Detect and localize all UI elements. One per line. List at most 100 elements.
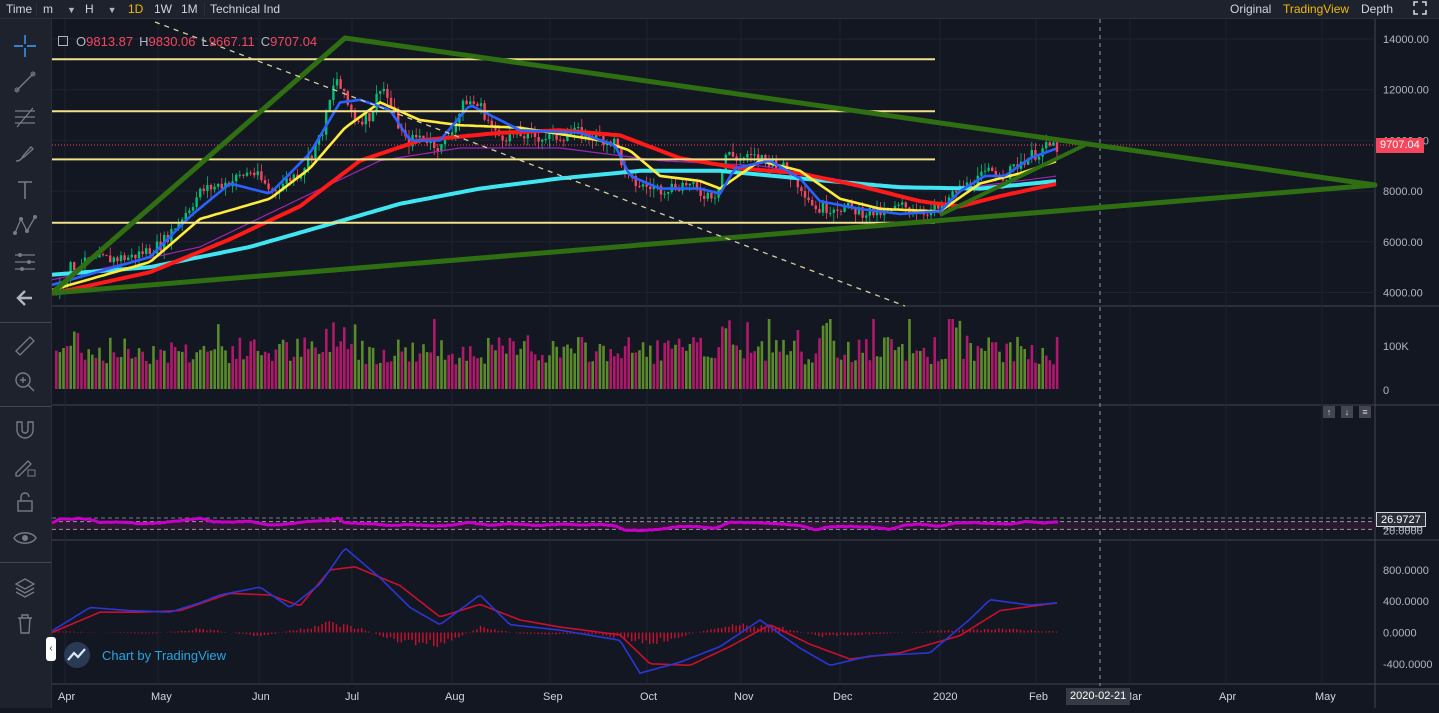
- brush-icon[interactable]: [12, 141, 38, 167]
- candle-body: [113, 257, 115, 262]
- macd-histogram-bar: [480, 626, 481, 633]
- macd-histogram-bar: [422, 633, 423, 643]
- macd-histogram-bar: [192, 630, 193, 632]
- candle-body: [822, 203, 824, 213]
- interval-1d-button[interactable]: 1D: [124, 0, 147, 18]
- lock-drawing-icon[interactable]: [12, 453, 38, 479]
- volume-bar: [573, 353, 576, 389]
- volume-bar: [746, 322, 749, 389]
- tradingview-view-button[interactable]: TradingView: [1279, 0, 1353, 18]
- watermark-text: Chart by TradingView: [102, 648, 226, 663]
- volume-bar: [919, 351, 922, 389]
- volume-bar: [1031, 345, 1034, 389]
- volume-bar: [372, 348, 375, 389]
- pattern-icon[interactable]: [12, 213, 38, 239]
- volume-bar: [973, 361, 976, 389]
- candle-body: [210, 185, 212, 190]
- candle-body: [480, 103, 482, 106]
- macd-histogram-bar: [458, 633, 459, 638]
- price-axis-label: 8000.00: [1383, 186, 1423, 198]
- gann-icon[interactable]: [12, 249, 38, 275]
- fullscreen-icon[interactable]: [1408, 0, 1430, 18]
- macd-histogram-bar: [627, 633, 628, 638]
- macd-histogram-bar: [195, 628, 196, 632]
- crosshair-icon[interactable]: [12, 33, 38, 59]
- volume-bar: [577, 337, 580, 389]
- minute-label: m: [43, 2, 53, 16]
- volume-bar: [595, 351, 598, 389]
- volume-bar: [692, 337, 695, 389]
- candle-body: [213, 187, 215, 190]
- macd-histogram-bar: [879, 633, 880, 634]
- macd-axis-label: 0.0000: [1383, 628, 1417, 640]
- volume-bar: [1009, 342, 1012, 389]
- technical-indicators-button[interactable]: Technical Ind: [206, 0, 284, 18]
- macd-histogram-bar: [249, 633, 250, 635]
- volume-bar: [174, 347, 177, 389]
- volume-bar: [156, 360, 159, 389]
- macd-histogram-bar: [815, 633, 816, 635]
- macd-histogram-bar: [548, 633, 549, 635]
- original-view-button[interactable]: Original: [1226, 0, 1275, 18]
- unlock-icon[interactable]: [12, 489, 38, 515]
- macd-histogram-bar: [926, 632, 927, 633]
- volume-bar: [419, 353, 422, 389]
- volume-bar: [123, 339, 126, 389]
- macd-histogram-bar: [260, 633, 261, 636]
- volume-bar: [1038, 364, 1041, 389]
- volume-bar: [883, 338, 886, 389]
- zoom-in-icon[interactable]: [12, 369, 38, 395]
- tradingview-watermark[interactable]: Chart by TradingView: [62, 641, 252, 669]
- sidebar-divider: [0, 406, 51, 407]
- candle-body: [559, 140, 561, 141]
- volume-bar: [555, 347, 558, 389]
- interval-1w-button[interactable]: 1W: [150, 0, 176, 18]
- collapse-toolbar-button[interactable]: ‹: [46, 637, 56, 661]
- volume-bar: [710, 358, 713, 389]
- macd-histogram-bar: [1038, 631, 1039, 632]
- volume-bar: [401, 351, 404, 389]
- pane-settings-button[interactable]: ≡: [1359, 406, 1371, 418]
- time-interval-button[interactable]: Time: [2, 0, 36, 18]
- fib-icon[interactable]: [12, 105, 38, 131]
- chart-area[interactable]: 14000.0012000.0010000.008000.006000.0040…: [52, 19, 1439, 708]
- volume-bar: [264, 352, 267, 389]
- hour-label: H: [85, 2, 94, 16]
- volume-bar: [998, 352, 1001, 389]
- trash-icon[interactable]: [12, 611, 38, 637]
- eye-icon[interactable]: [12, 525, 38, 551]
- depth-view-button[interactable]: Depth: [1357, 0, 1397, 18]
- volume-bar: [858, 340, 861, 389]
- candle-body: [1045, 142, 1047, 148]
- candle-body: [649, 187, 651, 189]
- move-pane-up-button[interactable]: ↑: [1323, 406, 1335, 418]
- candle-body: [537, 137, 539, 142]
- volume-bar: [181, 352, 184, 389]
- minute-interval-dropdown[interactable]: m▼: [39, 0, 79, 18]
- text-icon[interactable]: [12, 177, 38, 203]
- candle-body: [123, 255, 125, 260]
- magnet-icon[interactable]: [12, 417, 38, 443]
- candle-body: [1049, 142, 1051, 145]
- collapse-legend-icon[interactable]: [58, 36, 68, 46]
- price-chart-svg[interactable]: 14000.0012000.0010000.008000.006000.0040…: [52, 19, 1439, 708]
- volume-bar: [674, 345, 677, 389]
- macd-histogram-bar: [534, 633, 535, 634]
- layers-icon[interactable]: [12, 575, 38, 601]
- hour-interval-dropdown[interactable]: H▼: [81, 0, 121, 18]
- volume-bar: [822, 326, 825, 389]
- trend-line-icon[interactable]: [12, 69, 38, 95]
- volume-bar: [861, 353, 864, 389]
- move-pane-down-button[interactable]: ↓: [1341, 406, 1353, 418]
- macd-histogram-bar: [545, 633, 546, 635]
- back-arrow-icon[interactable]: [12, 285, 38, 311]
- volume-bar: [512, 341, 515, 389]
- macd-histogram-bar: [426, 633, 427, 644]
- interval-1m-button[interactable]: 1M: [177, 0, 202, 18]
- macd-histogram-bar: [311, 629, 312, 633]
- chevron-down-icon: ▼: [67, 5, 76, 15]
- volume-bar: [660, 361, 663, 389]
- volume-bar: [483, 364, 486, 389]
- candle-body: [246, 173, 248, 176]
- ruler-icon[interactable]: [12, 333, 38, 359]
